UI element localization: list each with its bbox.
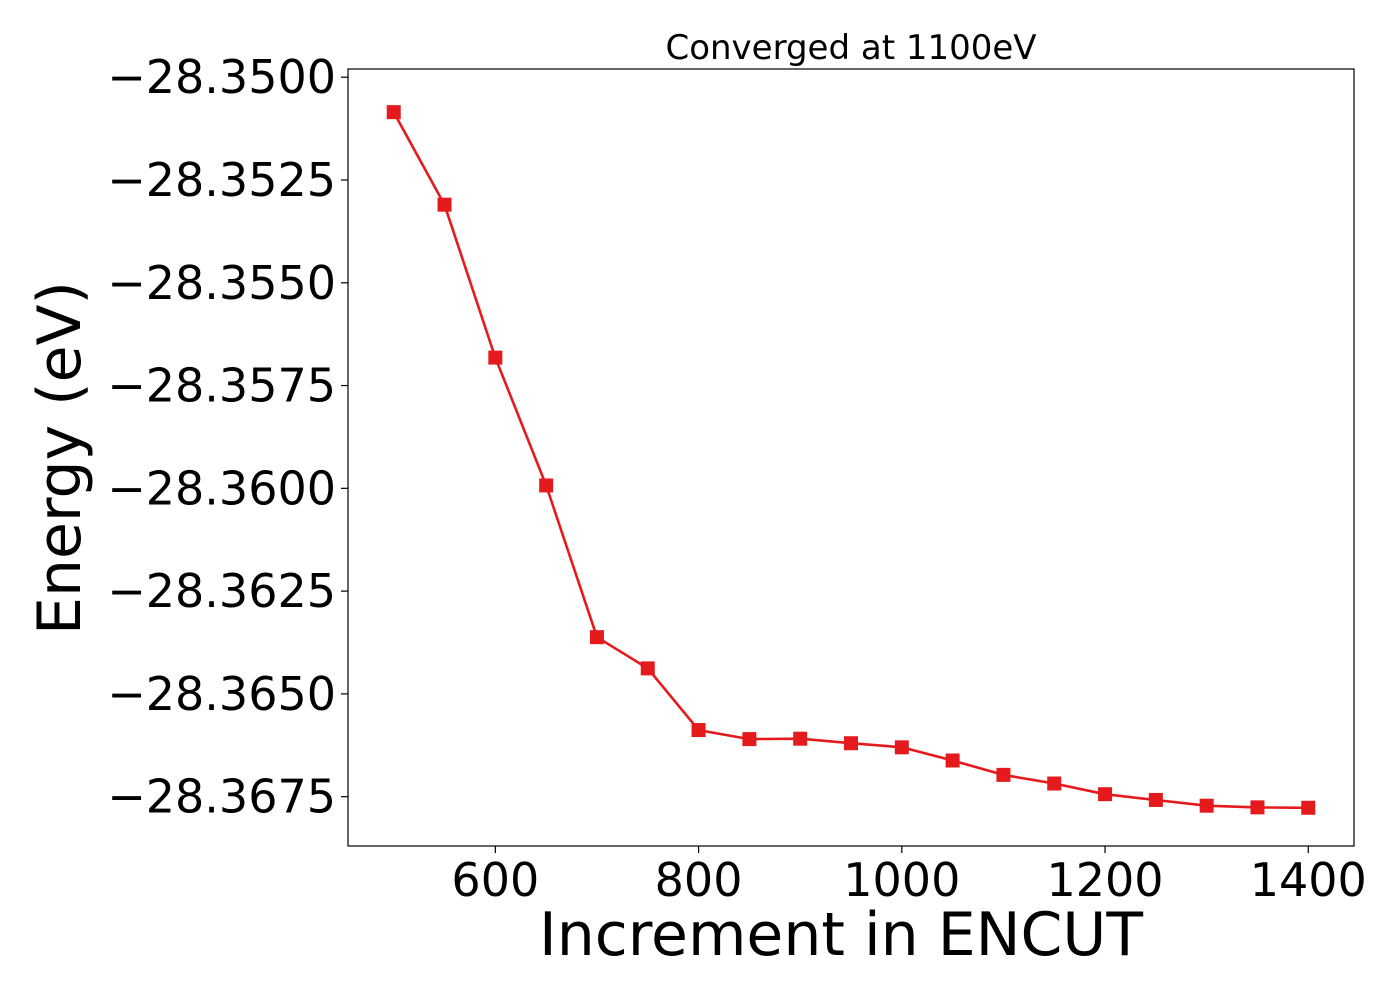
data-point <box>1148 792 1163 807</box>
y-tick-label: −28.3525 <box>107 153 336 207</box>
data-point <box>1301 800 1316 815</box>
data-point <box>1199 798 1214 813</box>
x-tick-label: 600 <box>451 853 539 907</box>
data-point <box>386 105 401 120</box>
data-point <box>742 732 757 747</box>
data-point <box>844 736 858 751</box>
y-tick-label: −28.3600 <box>107 461 336 515</box>
data-point <box>793 731 808 746</box>
data-point <box>945 753 960 768</box>
x-tick-label: 800 <box>655 853 743 907</box>
y-tick-label: −28.3625 <box>107 564 336 618</box>
x-tick-label: 1400 <box>1250 853 1367 907</box>
y-axis-ticks: −28.3500 −28.3525 −28.3550 −28.3575 −28.3600… <box>107 50 348 824</box>
data-point <box>1250 800 1265 815</box>
y-tick-label: −28.3650 <box>107 667 336 721</box>
chart-title: Converged at 1100eV <box>665 28 1036 68</box>
plot-frame <box>347 68 1355 847</box>
y-tick-label: −28.3500 <box>107 50 336 104</box>
y-tick-label: −28.3675 <box>107 770 336 824</box>
y-tick-label: −28.3550 <box>107 256 336 310</box>
data-point <box>488 350 503 365</box>
y-tick-label: −28.3575 <box>107 359 336 413</box>
x-tick-label: 1000 <box>843 853 960 907</box>
data-point <box>1047 776 1062 791</box>
data-point <box>894 740 909 755</box>
plot-background <box>348 69 1354 846</box>
data-point <box>640 661 655 676</box>
x-tick-label: 1200 <box>1047 853 1164 907</box>
x-axis-label: Increment in ENCUT <box>539 900 1143 970</box>
data-point <box>1098 787 1113 802</box>
x-axis-ticks: 600 800 1000 1200 1400 <box>451 846 1367 907</box>
data-point <box>996 767 1011 782</box>
data-point <box>691 723 706 738</box>
series-layer <box>386 105 1316 815</box>
y-axis-label: Energy (eV) <box>25 281 95 635</box>
data-point <box>437 197 452 212</box>
data-point <box>539 478 554 493</box>
data-point <box>589 630 604 645</box>
